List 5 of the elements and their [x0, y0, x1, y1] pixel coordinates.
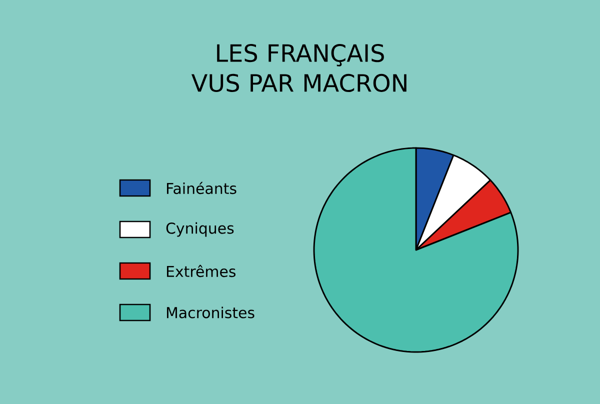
legend-label: Fainéants	[166, 182, 236, 194]
legend-label: Cyniques	[166, 222, 234, 237]
legend-label: Macronistes	[166, 306, 254, 318]
legend-label: Extrêmes	[166, 264, 236, 278]
chart-title: LES FRANÇAIS VUS PAR MACRON	[191, 44, 406, 92]
